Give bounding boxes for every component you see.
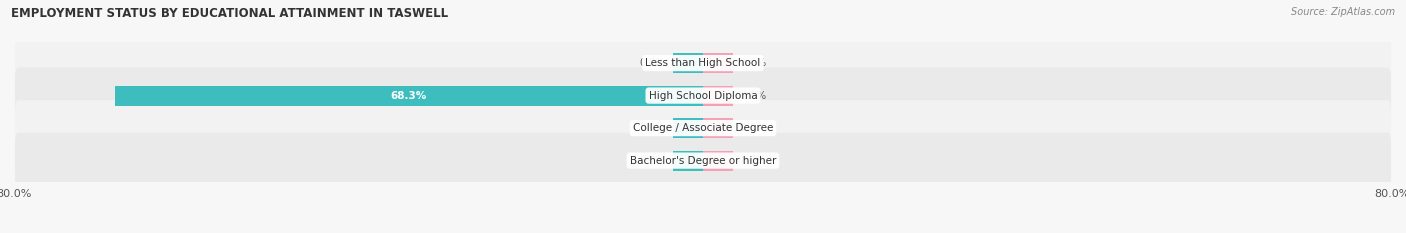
Bar bbox=[673, 118, 703, 138]
Text: 0.0%: 0.0% bbox=[640, 123, 666, 133]
Bar bbox=[703, 86, 733, 106]
FancyBboxPatch shape bbox=[15, 68, 1391, 123]
Text: 0.0%: 0.0% bbox=[740, 156, 766, 166]
Bar bbox=[115, 86, 703, 106]
FancyBboxPatch shape bbox=[15, 133, 1391, 188]
FancyBboxPatch shape bbox=[15, 35, 1391, 91]
Bar bbox=[673, 151, 703, 171]
Bar bbox=[703, 151, 733, 171]
Text: 0.0%: 0.0% bbox=[640, 156, 666, 166]
Text: Source: ZipAtlas.com: Source: ZipAtlas.com bbox=[1291, 7, 1395, 17]
Text: High School Diploma: High School Diploma bbox=[648, 91, 758, 101]
FancyBboxPatch shape bbox=[15, 100, 1391, 156]
Text: 68.3%: 68.3% bbox=[391, 91, 427, 101]
Text: 0.0%: 0.0% bbox=[740, 58, 766, 68]
Text: 0.0%: 0.0% bbox=[640, 58, 666, 68]
Text: 0.0%: 0.0% bbox=[740, 91, 766, 101]
Text: Bachelor's Degree or higher: Bachelor's Degree or higher bbox=[630, 156, 776, 166]
Text: Less than High School: Less than High School bbox=[645, 58, 761, 68]
Text: EMPLOYMENT STATUS BY EDUCATIONAL ATTAINMENT IN TASWELL: EMPLOYMENT STATUS BY EDUCATIONAL ATTAINM… bbox=[11, 7, 449, 20]
Text: College / Associate Degree: College / Associate Degree bbox=[633, 123, 773, 133]
Bar bbox=[673, 53, 703, 73]
Bar bbox=[703, 53, 733, 73]
Bar bbox=[703, 118, 733, 138]
Text: 0.0%: 0.0% bbox=[740, 123, 766, 133]
